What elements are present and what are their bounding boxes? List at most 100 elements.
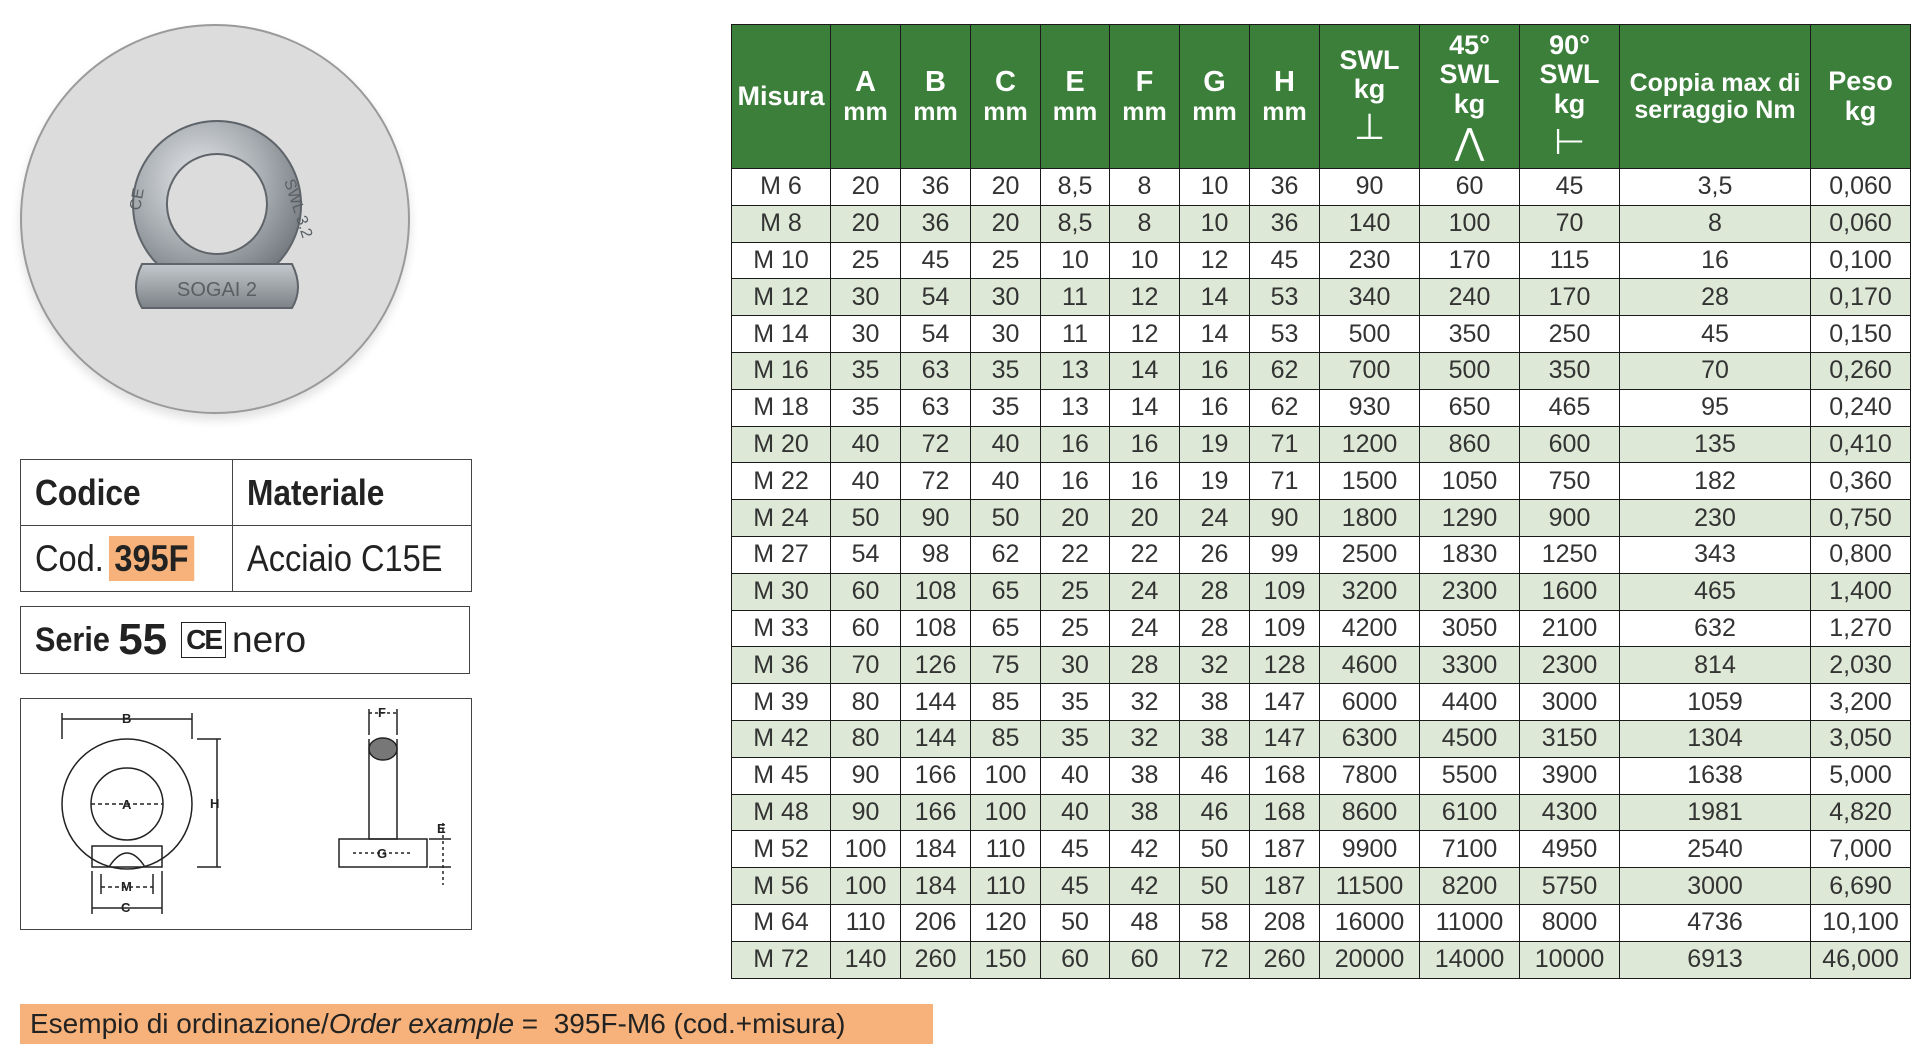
dim-label-e: E	[437, 821, 446, 836]
dim-label-g: G	[377, 846, 387, 861]
value-cell: 0,100	[1810, 241, 1911, 280]
value-cell: 100	[830, 830, 901, 869]
value-cell: 100	[1419, 204, 1520, 243]
value-cell: 54	[900, 315, 971, 353]
value-cell: 35	[1040, 719, 1110, 758]
product-photo: SOGAI 2 CE SWL 3.2	[20, 24, 410, 414]
value-cell: 32	[1109, 719, 1180, 758]
angle-45-lift-icon: ⋀	[1454, 120, 1485, 162]
value-cell: 100	[830, 867, 901, 905]
serie-label: Serie	[35, 620, 110, 659]
serie-number: 55	[118, 615, 168, 664]
value-cell: 16000	[1319, 903, 1420, 942]
value-cell: 90	[830, 756, 901, 795]
value-cell: 1250	[1519, 535, 1620, 574]
value-cell: 0,360	[1810, 462, 1911, 501]
eye-nut-photo: SOGAI 2 CE SWL 3.2	[127, 120, 315, 309]
value-cell: 1,400	[1810, 572, 1911, 611]
value-cell: 700	[1319, 351, 1420, 390]
value-cell: 10	[1040, 241, 1110, 280]
value-cell: 98	[900, 535, 971, 574]
value-cell: 60	[1040, 940, 1110, 979]
value-cell: 108	[900, 609, 971, 648]
value-cell: 11500	[1319, 867, 1420, 905]
value-cell: 9900	[1319, 830, 1420, 869]
value-cell: 4736	[1619, 903, 1811, 942]
value-cell: 8	[1109, 168, 1180, 206]
value-cell: 144	[900, 683, 971, 721]
value-cell: 3200	[1319, 572, 1420, 611]
value-cell: 8600	[1319, 793, 1420, 832]
value-cell: 6,690	[1810, 867, 1911, 905]
value-cell: 50	[970, 499, 1041, 537]
value-cell: 1600	[1519, 572, 1620, 611]
value-cell: 72	[900, 462, 971, 501]
value-cell: 3,200	[1810, 683, 1911, 721]
value-cell: 4200	[1319, 609, 1420, 648]
size-cell: M 22	[731, 462, 831, 501]
value-cell: 60	[830, 572, 901, 611]
value-cell: 16	[1619, 241, 1811, 280]
value-cell: 168	[1249, 756, 1320, 795]
size-cell: M 8	[731, 204, 831, 243]
value-cell: 20	[830, 204, 901, 243]
value-cell: 60	[1419, 168, 1520, 206]
value-cell: 166	[900, 793, 971, 832]
value-cell: 1059	[1619, 683, 1811, 721]
value-cell: 40	[830, 425, 901, 464]
value-cell: 4,820	[1810, 793, 1911, 832]
value-cell: 30	[830, 278, 901, 317]
size-cell: M 56	[731, 867, 831, 905]
value-cell: 40	[1040, 756, 1110, 795]
value-cell: 58	[1179, 903, 1250, 942]
value-cell: 40	[970, 462, 1041, 501]
value-cell: 36	[1249, 168, 1320, 206]
code-value-cell: Cod. 395F	[21, 526, 233, 591]
value-cell: 240	[1419, 278, 1520, 317]
size-cell: M 42	[731, 719, 831, 758]
value-cell: 28	[1109, 646, 1180, 685]
value-cell: 8	[1109, 204, 1180, 243]
value-cell: 3000	[1619, 867, 1811, 905]
value-cell: 90	[1249, 499, 1320, 537]
table-row: M 8 20 36 20 8,5 8 10 36 140 100 70 8 0,060	[731, 204, 1911, 243]
value-cell: 14	[1109, 388, 1180, 427]
value-cell: 16	[1109, 425, 1180, 464]
value-cell: 38	[1109, 756, 1180, 795]
value-cell: 54	[900, 278, 971, 317]
value-cell: 45	[1040, 830, 1110, 869]
value-cell: 53	[1249, 278, 1320, 317]
table-row: M 72 140 260 150 60 60 72 260 20000 14000 10000 691…	[731, 940, 1911, 979]
value-cell: 63	[900, 388, 971, 427]
value-cell: 6913	[1619, 940, 1811, 979]
value-cell: 187	[1249, 830, 1320, 869]
value-cell: 6300	[1319, 719, 1420, 758]
value-cell: 1304	[1619, 719, 1811, 758]
value-cell: 72	[1179, 940, 1250, 979]
value-cell: 70	[1619, 351, 1811, 390]
value-cell: 3900	[1519, 756, 1620, 795]
value-cell: 170	[1519, 278, 1620, 317]
value-cell: 35	[970, 388, 1041, 427]
table-row: M 64 110 206 120 50 48 58 208 16000 11000 8000 4736…	[731, 903, 1911, 942]
value-cell: 28	[1179, 609, 1250, 648]
value-cell: 250	[1519, 315, 1620, 353]
value-cell: 13	[1040, 351, 1110, 390]
value-cell: 8,5	[1040, 168, 1110, 206]
value-cell: 4300	[1519, 793, 1620, 832]
value-cell: 3050	[1419, 609, 1520, 648]
value-cell: 12	[1109, 315, 1180, 353]
size-cell: M 6	[731, 168, 831, 206]
value-cell: 208	[1249, 903, 1320, 942]
value-cell: 126	[900, 646, 971, 685]
value-cell: 4600	[1319, 646, 1420, 685]
value-cell: 38	[1109, 793, 1180, 832]
value-cell: 5500	[1419, 756, 1520, 795]
value-cell: 465	[1519, 388, 1620, 427]
value-cell: 465	[1619, 572, 1811, 611]
value-cell: 2100	[1519, 609, 1620, 648]
table-row: M 12 30 54 30 11 12 14 53 340 240 170 28 0,170	[731, 278, 1911, 317]
